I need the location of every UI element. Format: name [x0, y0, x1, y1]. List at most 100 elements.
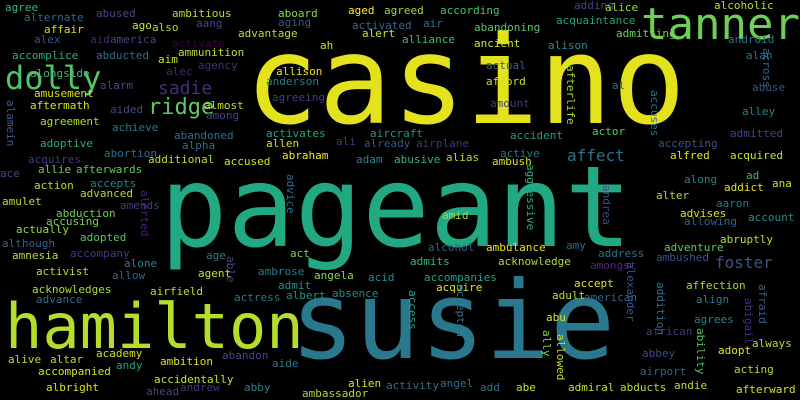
cloud-word-adventure: adventure [664, 241, 724, 254]
cloud-word-already: already [364, 137, 411, 150]
cloud-word-ambitious: ambitious [172, 7, 232, 20]
cloud-word-african: african [646, 325, 693, 338]
cloud-word-accompanies: accompanies [424, 271, 497, 284]
cloud-word-aaron: aaron [716, 197, 750, 210]
cloud-word-additional: additional [148, 153, 215, 166]
cloud-word-casino: casino [245, 10, 686, 152]
cloud-word-alien: alien [348, 377, 382, 390]
cloud-word-alter: alter [656, 189, 690, 202]
cloud-word-accused: accused [224, 155, 271, 168]
cloud-word-abuse: abuse [752, 81, 786, 94]
cloud-word-andie: andie [674, 379, 708, 392]
cloud-word-amy: amy [566, 239, 586, 252]
cloud-word-ago: ago [132, 19, 152, 32]
cloud-word-accuses: accuses [648, 90, 661, 137]
cloud-word-ad: ad [746, 169, 760, 182]
cloud-word-address: address [598, 247, 645, 260]
cloud-word-agree: agree [5, 1, 39, 14]
cloud-word-actually: actually [16, 223, 69, 236]
cloud-word-ambushed: ambushed [656, 251, 709, 264]
cloud-word-ace: ace [0, 167, 20, 180]
cloud-word-alone: alone [124, 257, 158, 270]
cloud-word-amid: amid [442, 209, 469, 222]
cloud-word-abducted: abducted [96, 49, 149, 62]
cloud-word-absence: absence [332, 287, 379, 300]
cloud-word-allow: allow [112, 269, 146, 282]
cloud-word-activist: activist [36, 265, 89, 278]
cloud-word-anderson: anderson [266, 75, 319, 88]
cloud-word-ammunition: ammunition [178, 46, 245, 59]
cloud-word-dolly: dolly [5, 59, 102, 97]
cloud-word-afford: afford [486, 75, 526, 88]
cloud-word-ridge: ridge [148, 95, 215, 120]
cloud-word-adopt: adopt [718, 344, 752, 357]
cloud-word-abandoned: abandoned [174, 129, 234, 142]
cloud-word-agrees: agrees [694, 313, 734, 326]
cloud-word-among: among [206, 109, 240, 122]
cloud-word-agency: agency [198, 59, 238, 72]
cloud-word-abduction: abduction [56, 207, 116, 220]
cloud-word-alexander: alexander [624, 262, 637, 322]
cloud-word-alongside: alongside [30, 67, 90, 80]
cloud-word-airfield: airfield [150, 285, 203, 298]
cloud-word-alliance: alliance [402, 33, 455, 46]
cloud-word-sadie: sadie [158, 78, 213, 99]
cloud-word-although: although [2, 237, 55, 250]
cloud-word-alcohol: alcohol [428, 241, 475, 254]
cloud-word-aging: aging [278, 16, 312, 29]
cloud-word-along: along [684, 173, 718, 186]
cloud-word-alerted: alerted [138, 190, 151, 237]
cloud-word-actual: actual [486, 59, 526, 72]
cloud-word-acquires: acquires [28, 153, 81, 166]
cloud-word-advance: advance [36, 293, 83, 306]
cloud-word-ambassador: ambassador [302, 387, 369, 400]
cloud-word-action: action [34, 179, 74, 192]
cloud-word-abby: abby [244, 381, 271, 394]
cloud-word-alpha: alpha [182, 139, 216, 152]
cloud-word-alex: alex [34, 33, 61, 46]
cloud-word-foster: foster [715, 253, 773, 272]
cloud-word-amongst: amongst [590, 259, 637, 272]
cloud-word-acting: acting [734, 363, 774, 376]
cloud-word-altar: altar [50, 353, 84, 366]
cloud-word-always: always [752, 337, 792, 350]
cloud-word-alert: alert [362, 27, 396, 40]
cloud-word-add: add [480, 381, 500, 394]
cloud-word-adopted: adopted [80, 231, 127, 244]
cloud-word-amount: amount [490, 97, 530, 110]
cloud-word-ambush: ambush [492, 155, 532, 168]
cloud-word-al: al [612, 79, 626, 92]
cloud-word-also: also [152, 21, 179, 34]
cloud-word-alcoholic: alcoholic [714, 0, 774, 12]
cloud-word-accidentally: accidentally [154, 373, 234, 386]
cloud-word-admits: admits [410, 255, 450, 268]
cloud-word-aid: aid [90, 33, 110, 46]
cloud-word-acknowledge: acknowledge [498, 255, 571, 268]
cloud-word-affect: affect [567, 146, 625, 165]
cloud-word-accepts: accepts [90, 177, 137, 190]
cloud-word-accept: accept [574, 277, 614, 290]
cloud-word-aggressive: aggressive [524, 164, 537, 231]
cloud-word-accomplice: accomplice [12, 49, 79, 62]
cloud-word-academy: academy [96, 347, 143, 360]
cloud-word-acid: acid [368, 271, 395, 284]
cloud-word-albright: albright [46, 381, 99, 394]
cloud-word-abruptly: abruptly [720, 233, 773, 246]
cloud-word-activated: activated [352, 19, 412, 32]
cloud-word-alive: alive [8, 353, 42, 366]
cloud-word-allowed: allowed [554, 334, 567, 381]
cloud-word-android: android [728, 33, 775, 46]
cloud-word-acquaintance: acquaintance [556, 14, 636, 27]
cloud-word-act: act [290, 247, 310, 260]
cloud-word-alias: alias [446, 151, 480, 164]
cloud-word-ahead: ahead [146, 385, 180, 398]
cloud-word-advantage: advantage [238, 27, 298, 40]
cloud-word-adult: adult [552, 289, 586, 302]
cloud-word-admitting: admitting [616, 27, 676, 40]
cloud-word-ambrose: ambrose [258, 265, 305, 278]
cloud-word-alamein: alamein [4, 100, 17, 147]
cloud-word-accepted: accepted [454, 284, 467, 337]
cloud-word-adam: adam [356, 153, 383, 166]
cloud-word-afterward: afterward [736, 383, 796, 396]
